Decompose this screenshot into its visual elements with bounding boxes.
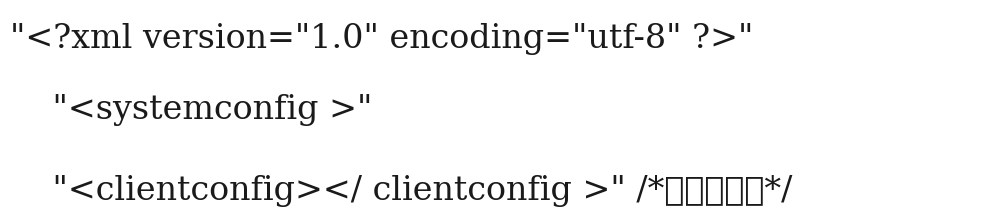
Text: "<clientconfig></ clientconfig >" /*客户端配置*/: "<clientconfig></ clientconfig >" /*客户端配… bbox=[10, 175, 792, 207]
Text: "<?xml version="1.0" encoding="utf-8" ?>": "<?xml version="1.0" encoding="utf-8" ?>… bbox=[10, 23, 753, 55]
Text: "<systemconfig >": "<systemconfig >" bbox=[10, 94, 372, 125]
